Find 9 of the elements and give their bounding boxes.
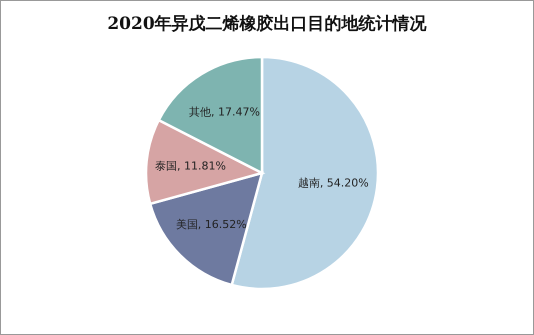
data-label: , 54.20% (320, 176, 369, 190)
chart-title: 2020年异戊二烯橡胶出口目的地统计情况 (107, 14, 428, 34)
slice-label: 其他 (189, 106, 212, 119)
data-label: , 16.52% (198, 218, 247, 231)
data-label: , 11.81% (176, 160, 226, 173)
slice-label: 越南 (298, 176, 320, 190)
slice-label: 泰国 (154, 160, 177, 173)
slice-label: 美国 (176, 218, 198, 231)
data-label: , 17.47% (211, 106, 260, 119)
